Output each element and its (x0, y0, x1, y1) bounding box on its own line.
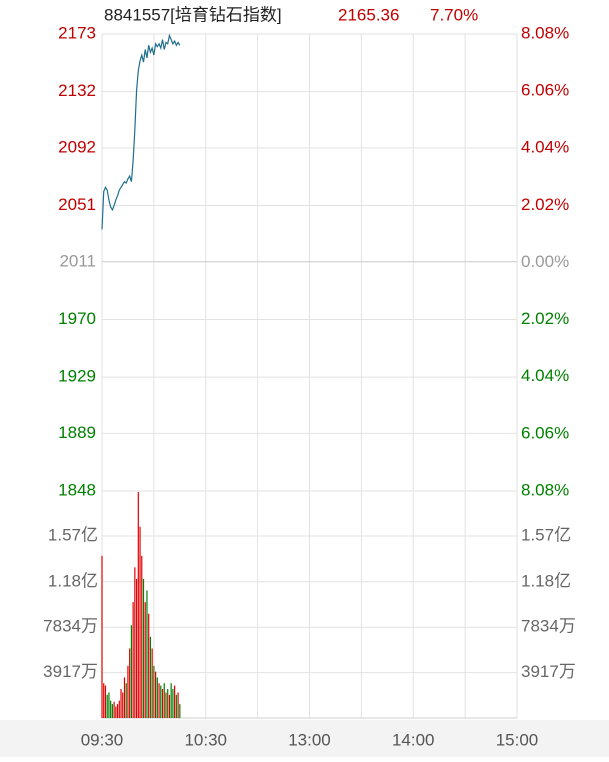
y-tick-label: 2132 (58, 81, 96, 100)
y2-tick-label: 8.08% (521, 23, 569, 42)
y2-tick-label: 2.02% (521, 309, 569, 328)
y-tick-label: 2092 (58, 137, 96, 156)
y2-tick-label: 6.06% (521, 423, 569, 442)
y2-tick-label: 0.00% (521, 252, 569, 271)
y2-tick-label: 4.04% (521, 366, 569, 385)
y2-tick-label: 4.04% (521, 138, 569, 157)
price-line (101, 33, 181, 230)
volume-tick-label-right: 1.18亿 (521, 571, 571, 590)
y-tick-label: 2051 (58, 195, 96, 214)
x-tick-label: 14:00 (392, 730, 435, 749)
x-tick-label: 09:30 (81, 730, 124, 749)
y-tick-label: 1848 (58, 480, 96, 499)
y2-tick-label: 6.06% (521, 81, 569, 100)
last-price: 2165.36 (338, 5, 399, 24)
volume-tick-label: 1.18亿 (48, 571, 98, 590)
volume-tick-label-right: 1.57亿 (521, 526, 571, 545)
y2-tick-label: 8.08% (521, 480, 569, 499)
index-name: 8841557[培育钻石指数] (104, 5, 282, 24)
change-percent: 7.70% (430, 5, 478, 24)
y-tick-label: 2173 (58, 23, 96, 42)
volume-tick-label: 1.57亿 (48, 526, 98, 545)
x-tick-label: 10:30 (184, 730, 227, 749)
volume-tick-label-right: 7834万 (521, 617, 576, 636)
y-tick-label: 1929 (58, 367, 96, 386)
time-axis-band (0, 720, 609, 757)
x-tick-label: 15:00 (496, 730, 539, 749)
volume-tick-label: 7834万 (43, 617, 98, 636)
y-tick-label: 1970 (58, 309, 96, 328)
y-tick-label: 2011 (59, 251, 96, 270)
volume-tick-label-right: 3917万 (521, 662, 576, 681)
x-tick-label: 13:00 (288, 730, 331, 749)
y-tick-label: 1889 (58, 423, 96, 442)
y2-tick-label: 2.02% (521, 195, 569, 214)
volume-tick-label: 3917万 (43, 662, 98, 681)
